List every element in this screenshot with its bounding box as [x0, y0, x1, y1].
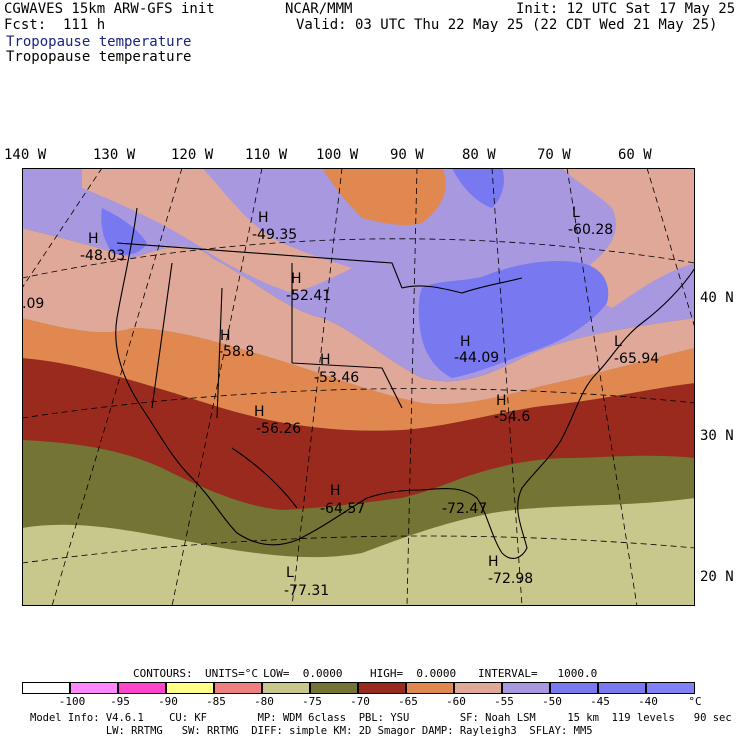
organization: NCAR/MMM: [285, 1, 353, 17]
legend-swatch: [214, 682, 262, 694]
field-title-primary: Tropopause temperature: [6, 34, 192, 50]
contours-high: HIGH= 0.0000: [370, 667, 457, 680]
band-minus-50-hudson: [452, 168, 504, 208]
band-minus-75-mexico: [22, 442, 282, 528]
center-value: .09: [22, 296, 44, 312]
lon-label: 120 W: [171, 147, 214, 163]
legend-swatch: [310, 682, 358, 694]
lat-label: 20 N: [700, 569, 734, 585]
band-minus-80: [22, 498, 695, 606]
center-type: L: [286, 565, 294, 581]
band-minus-60: [22, 228, 695, 405]
valid-time: Valid: 03 UTC Thu 22 May 25 (22 CDT Wed …: [296, 17, 718, 33]
legend-tick: -100: [58, 695, 86, 708]
legend-tick: -85: [206, 695, 226, 708]
center-value: -48.03: [80, 248, 125, 264]
contours-units: UNITS=°C: [205, 667, 258, 680]
legend-swatch: [406, 682, 454, 694]
lon-label: 100 W: [316, 147, 359, 163]
center-type: H: [254, 404, 265, 420]
legend-swatch: [358, 682, 406, 694]
legend-swatch: [262, 682, 310, 694]
contours-low: LOW= 0.0000: [263, 667, 343, 680]
legend-tick: -70: [350, 695, 370, 708]
model-title: CGWAVES 15km ARW-GFS init: [4, 1, 215, 17]
model-info-line-1: Model Info: V4.6.1 CU: KF MP: WDM 6class…: [30, 712, 732, 724]
center-value: -60.28: [568, 222, 613, 238]
band-minus-70: [22, 358, 695, 510]
legend-tick: -65: [398, 695, 418, 708]
center-value: -44.09: [454, 350, 499, 366]
legend-swatch: [70, 682, 118, 694]
map-frame: [22, 168, 695, 606]
center-value: -77.31: [284, 583, 329, 599]
legend-tick: -45: [590, 695, 610, 708]
center-type: H: [320, 352, 331, 368]
legend-swatch: [166, 682, 214, 694]
center-value: -72.47: [442, 501, 487, 517]
center-value: -53.46: [314, 370, 359, 386]
band-minus-60-north: [82, 168, 352, 293]
center-type: L: [572, 205, 580, 221]
legend-swatch: [646, 682, 695, 694]
center-type: H: [460, 334, 471, 350]
lon-label: 80 W: [462, 147, 496, 163]
contours-label: CONTOURS:: [133, 667, 193, 680]
center-type: H: [330, 483, 341, 499]
legend-tick: -80: [254, 695, 274, 708]
model-info-line-2: LW: RRTMG SW: RRTMG DIFF: simple KM: 2D …: [30, 725, 593, 737]
lon-label: 130 W: [93, 147, 136, 163]
legend-swatch: [502, 682, 550, 694]
center-type: H: [488, 554, 499, 570]
lat-label: 30 N: [700, 428, 734, 444]
lat-label: 40 N: [700, 290, 734, 306]
legend-swatch: [598, 682, 646, 694]
legend-tick: -40: [638, 695, 658, 708]
center-type: H: [291, 271, 302, 287]
center-type: L: [614, 334, 622, 350]
legend-swatch: [454, 682, 502, 694]
coastlines-and-borders: [115, 207, 695, 559]
center-type: H: [88, 231, 99, 247]
legend-swatch: [22, 682, 70, 694]
lon-label: 110 W: [245, 147, 288, 163]
band-minus-65: [22, 318, 695, 431]
band-minus-65-north: [322, 168, 446, 226]
forecast-hour: Fcst: 111 h: [4, 17, 106, 33]
legend-tick: -75: [302, 695, 322, 708]
center-value: -65.94: [614, 351, 659, 367]
contours-interval: INTERVAL= 1000.0: [478, 667, 598, 680]
legend-swatch: [118, 682, 166, 694]
lon-label: 60 W: [618, 147, 652, 163]
lon-label: 90 W: [390, 147, 424, 163]
graticule: [22, 168, 695, 606]
band-minus-50-pacific-nw: [101, 208, 147, 255]
center-value: -52.41: [286, 288, 331, 304]
legend-unit: °C: [688, 695, 702, 708]
center-value: -58.8: [218, 344, 254, 360]
center-type: H: [496, 393, 507, 409]
lon-label: 140 W: [4, 147, 47, 163]
band-minus-50-great-lakes: [418, 261, 609, 378]
init-time: Init: 12 UTC Sat 17 May 25: [516, 1, 736, 17]
center-value: -72.98: [488, 571, 533, 587]
field-title-secondary: Tropopause temperature: [6, 49, 192, 65]
legend-tick: -95: [110, 695, 130, 708]
center-value: -64.57: [320, 501, 365, 517]
legend-tick: -50: [542, 695, 562, 708]
legend-tick: -60: [446, 695, 466, 708]
pressure-centers: H -48.03 H -49.35 L -60.28 H -52.41 H -5…: [22, 205, 659, 599]
legend-swatch: [550, 682, 598, 694]
tropopause-temperature-map: H -48.03 H -49.35 L -60.28 H -52.41 H -5…: [22, 168, 695, 606]
lon-label: 70 W: [537, 147, 571, 163]
center-value: -56.26: [256, 421, 301, 437]
legend-tick: -55: [494, 695, 514, 708]
legend-tick: -90: [158, 695, 178, 708]
center-value: -49.35: [252, 227, 297, 243]
center-value: -54.6: [494, 409, 530, 425]
center-type: H: [220, 328, 231, 344]
center-type: H: [258, 210, 269, 226]
